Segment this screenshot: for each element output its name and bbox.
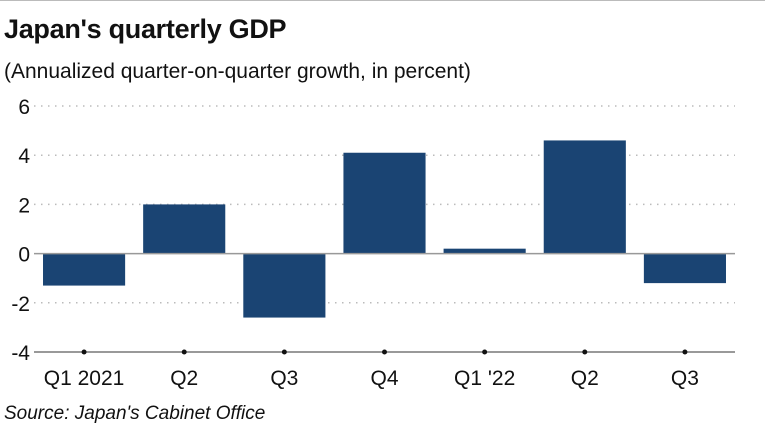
chart-source: Source: Japan's Cabinet Office [4, 403, 266, 424]
y-tick-label: 6 [18, 96, 30, 119]
bar [443, 248, 526, 254]
y-tick-label: -2 [11, 293, 30, 316]
x-tick-dot [281, 349, 287, 355]
y-tick-label: 0 [18, 244, 30, 267]
x-tick-dot [181, 349, 187, 355]
bar [343, 152, 426, 254]
y-tick-label: 2 [18, 194, 30, 217]
x-tick-label: Q3 [671, 367, 699, 390]
x-tick-dot [482, 349, 488, 355]
x-tick-dot [81, 349, 87, 355]
bar [143, 204, 226, 254]
y-tick-label: 4 [18, 145, 30, 168]
x-tick-label: Q3 [270, 367, 298, 390]
x-tick-label: Q4 [370, 367, 398, 390]
y-tick-label: -4 [11, 342, 30, 365]
bar [643, 253, 726, 284]
chart-title: Japan's quarterly GDP [4, 14, 287, 44]
chart-subtitle: (Annualized quarter-on-quarter growth, i… [4, 60, 471, 83]
bar [243, 253, 326, 318]
top-rule [0, 0, 765, 1]
x-tick-label: Q1 '22 [454, 367, 515, 390]
x-tick-dot [682, 349, 688, 355]
x-tick-dot [582, 349, 588, 355]
x-tick-dot [382, 349, 387, 355]
x-tick-label: Q2 [170, 367, 198, 390]
x-tick-label: Q1 2021 [44, 367, 125, 390]
bar [43, 253, 126, 286]
x-tick-label: Q2 [571, 367, 599, 390]
bar [543, 140, 626, 254]
